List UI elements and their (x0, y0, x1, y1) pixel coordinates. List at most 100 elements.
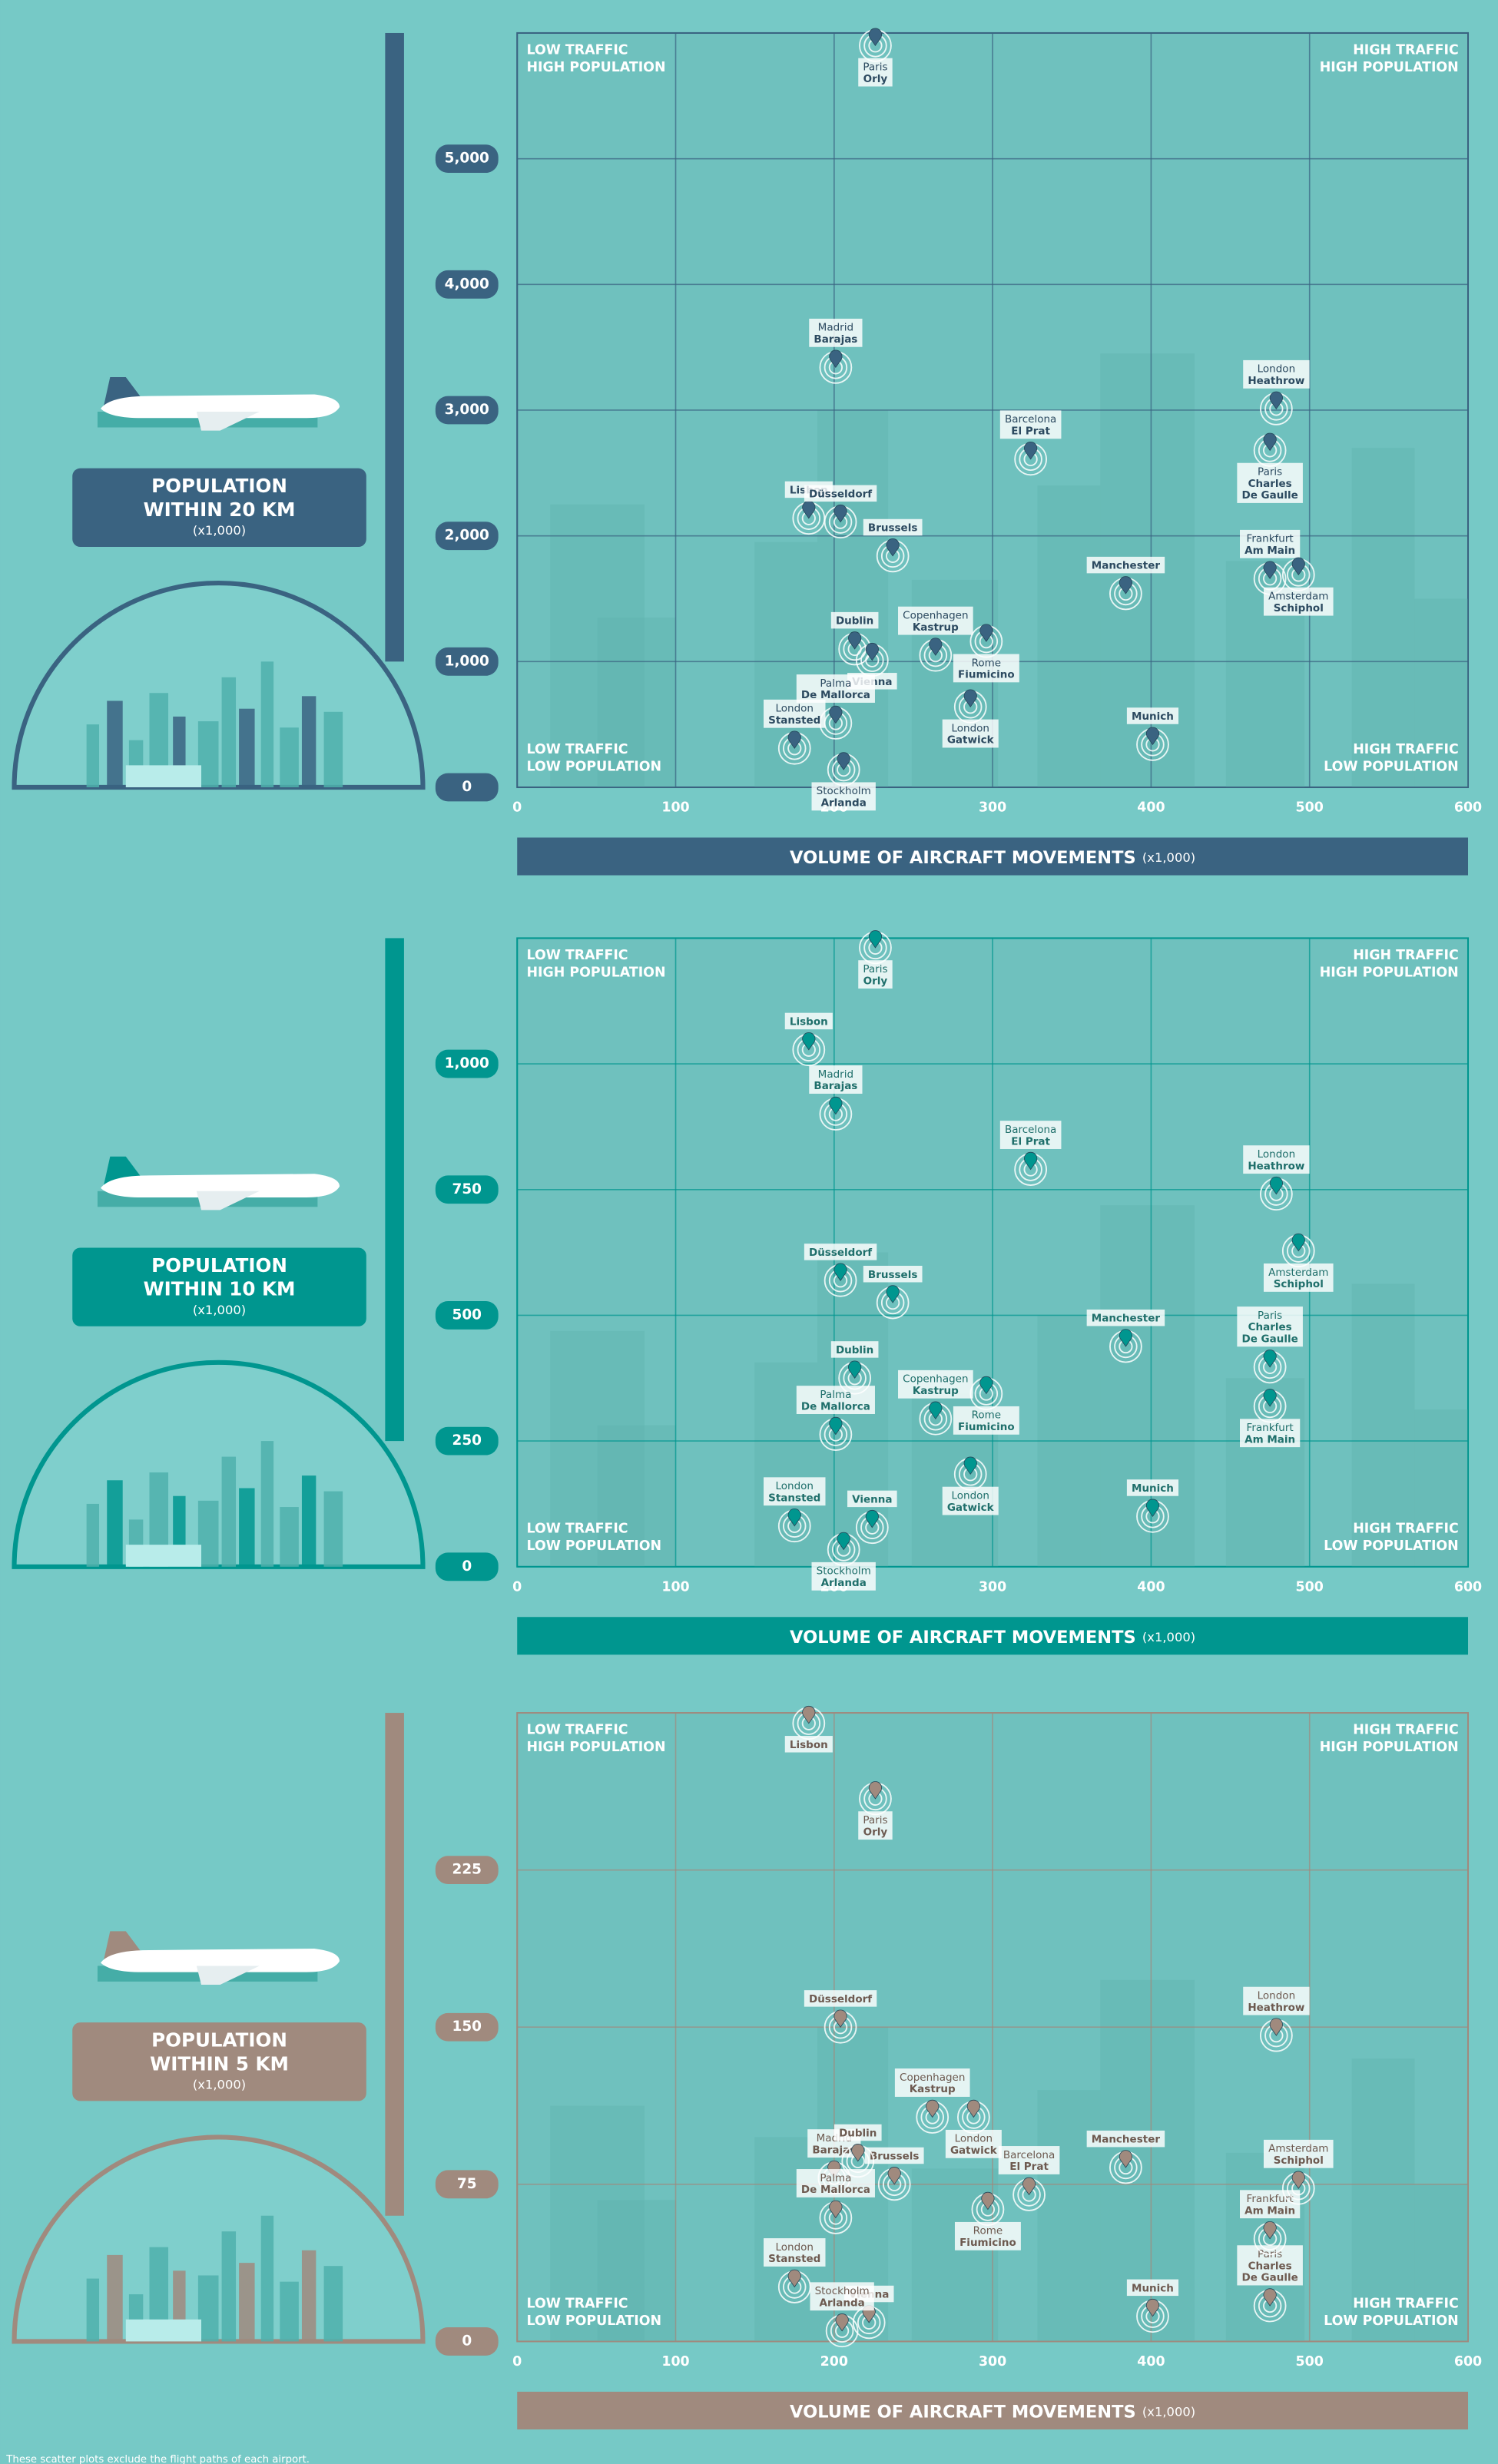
x-tick-label: 400 (1137, 1579, 1165, 1595)
x-tick-label: 400 (1137, 800, 1165, 816)
quadrant-label: HIGH TRAFFIC (1353, 1723, 1459, 1738)
airport-label: Stockholm (815, 2285, 870, 2297)
footnote: These scatter plots exclude the flight p… (5, 2454, 310, 2464)
panel-unit: (x1,000) (193, 1303, 246, 1317)
quadrant-label: HIGH TRAFFIC (1353, 948, 1459, 963)
airport-label: Madrid (818, 1068, 853, 1081)
side-bar (385, 938, 404, 1441)
airport-label: Fiumicino (958, 1421, 1015, 1433)
x-axis-label: VOLUME OF AIRCRAFT MOVEMENTS (790, 848, 1136, 868)
x-axis-title: VOLUME OF AIRCRAFT MOVEMENTS (x1,000) (790, 1627, 1195, 1647)
airport-label: Stockholm (817, 785, 871, 797)
airport-label: Stansted (768, 1492, 820, 1504)
airport-label: Brussels (870, 2151, 919, 2163)
x-tick-label: 500 (1296, 1579, 1324, 1595)
skyline (1037, 2090, 1100, 2341)
airport-label: Paris (1258, 465, 1282, 478)
airport-label: Paris (863, 61, 887, 73)
x-axis-label: VOLUME OF AIRCRAFT MOVEMENTS (790, 1627, 1136, 1647)
airport-label: Copenhagen (903, 1373, 968, 1386)
airport-label: London (1258, 1989, 1296, 2002)
airport-label: Copenhagen (900, 2072, 965, 2084)
airport-label: El Prat (1011, 426, 1050, 438)
panel-unit: (x1,000) (193, 2077, 246, 2091)
x-tick-label: 500 (1296, 800, 1324, 816)
quadrant-label: LOW POPULATION (527, 2313, 662, 2329)
airport-label: Am Main (1244, 2204, 1295, 2217)
airport-label: London (951, 722, 989, 734)
airport-label: London (1258, 363, 1296, 376)
airport-label: Paris (863, 963, 887, 975)
airport-label: Fiumicino (959, 2237, 1016, 2249)
y-tick-label: 750 (452, 1181, 482, 1197)
x-axis-unit: (x1,000) (1142, 1629, 1195, 1644)
skyline (754, 542, 817, 787)
airport-label: Munich (1132, 2282, 1174, 2294)
airport-label: London (775, 2241, 814, 2254)
quadrant-label: HIGH TRAFFIC (1353, 2296, 1459, 2311)
dome-building (324, 1492, 343, 1567)
y-tick-label: 5,000 (445, 151, 489, 167)
airport-label: De Mallorca (801, 2184, 870, 2196)
quadrant-label: HIGH POPULATION (527, 60, 666, 75)
y-tick-label: 150 (452, 2019, 482, 2035)
x-tick-label: 400 (1137, 2354, 1165, 2370)
airport-label: London (775, 703, 814, 715)
dome-building (239, 1488, 254, 1566)
airport-label: Rome (973, 2225, 1003, 2237)
dome-building (261, 2216, 273, 2342)
x-tick-label: 0 (512, 1579, 522, 1595)
quadrant-label: LOW TRAFFIC (527, 2296, 628, 2311)
dome-building (222, 2231, 236, 2341)
infographic: These scatter plots exclude the flight p… (0, 0, 1498, 2464)
airport-label: Schiphol (1274, 602, 1324, 614)
airport-label: Fiumicino (958, 669, 1015, 681)
airport-label: Heathrow (1248, 375, 1304, 387)
panel-title: WITHIN 20 KM (144, 498, 296, 521)
airport-label: Schiphol (1274, 2154, 1324, 2167)
y-tick-label: 3,000 (445, 402, 489, 418)
airport-label: Schiphol (1274, 1278, 1324, 1290)
airport-label: Amsterdam (1268, 1267, 1328, 1279)
x-tick-label: 600 (1454, 1579, 1482, 1595)
y-tick-label: 75 (457, 2176, 477, 2192)
x-axis-unit: (x1,000) (1142, 2404, 1195, 2419)
side-bar (385, 33, 404, 661)
quadrant-label: HIGH POPULATION (1320, 1740, 1459, 1755)
airport-label: Palma (820, 2172, 851, 2184)
x-tick-label: 500 (1296, 2354, 1324, 2370)
y-tick-label: 0 (462, 779, 472, 795)
dome-building (280, 727, 299, 787)
quadrant-label: LOW POPULATION (1324, 2313, 1459, 2329)
dome-building (239, 709, 254, 787)
airport-label: De Gaulle (1241, 489, 1297, 502)
airport-label: Gatwick (947, 734, 995, 747)
y-tick-label: 250 (452, 1432, 482, 1449)
skyline (1226, 1378, 1304, 1567)
quadrant-label: LOW TRAFFIC (527, 1522, 628, 1537)
airport-label: Kastrup (913, 621, 959, 634)
dome-building (261, 1441, 273, 1567)
airport-label: Dublin (836, 1344, 873, 1356)
side-bar (385, 1713, 404, 2216)
quadrant-label: LOW POPULATION (527, 759, 662, 774)
dome-building (239, 2263, 254, 2341)
airport-label: Düsseldorf (809, 488, 872, 500)
quadrant-label: LOW POPULATION (1324, 1538, 1459, 1554)
dome-base (126, 1545, 201, 1567)
x-tick-label: 300 (979, 1579, 1006, 1595)
airport-label: London (951, 1489, 989, 1502)
dome-building (87, 724, 99, 787)
airport-label: El Prat (1011, 1135, 1050, 1148)
x-tick-label: 300 (979, 2354, 1006, 2370)
dome-building (280, 1507, 299, 1567)
quadrant-label: HIGH POPULATION (1320, 965, 1459, 980)
airport-label: Charles (1248, 1321, 1292, 1333)
airport-label: Brussels (868, 522, 917, 535)
airport-label: Paris (863, 1814, 887, 1826)
airport-label: Rome (972, 657, 1001, 669)
panel-title: WITHIN 5 KM (150, 2052, 289, 2075)
airport-label: Düsseldorf (809, 1247, 872, 1259)
airport-label: Munich (1132, 710, 1174, 723)
x-tick-label: 0 (512, 800, 522, 816)
